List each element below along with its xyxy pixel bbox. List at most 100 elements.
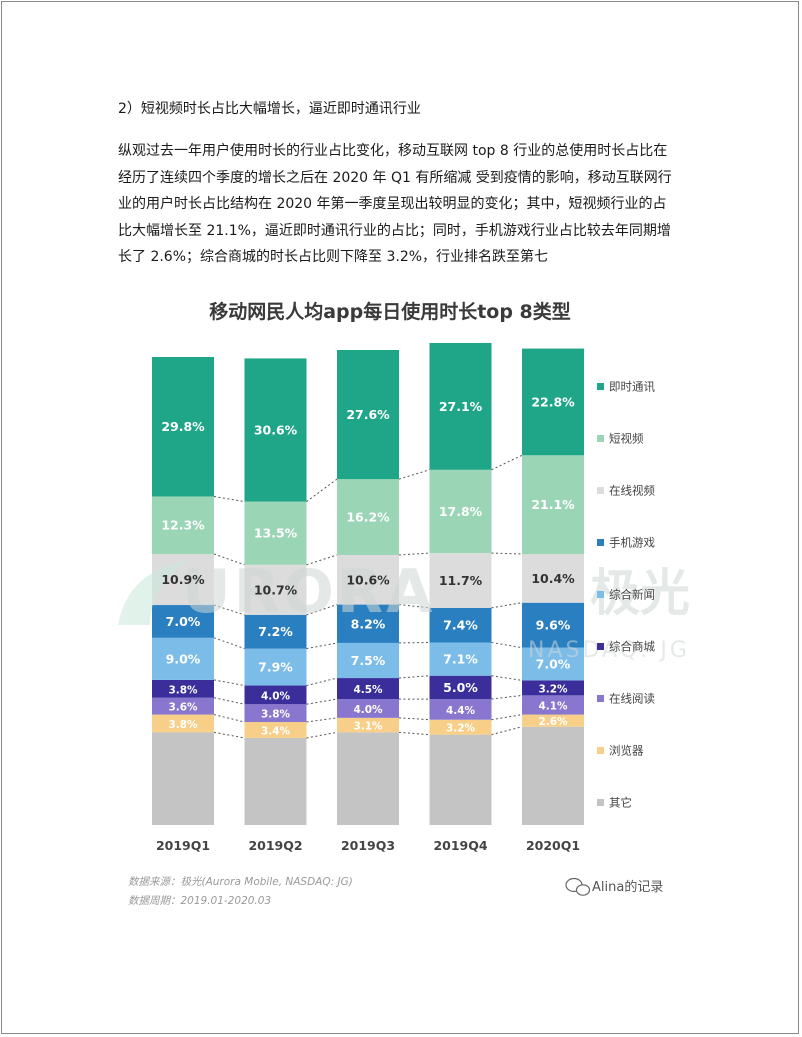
data-label: 9.0% [166, 651, 201, 666]
bar-segment [337, 699, 399, 718]
connector-lines [213, 454, 523, 739]
data-label: 3.4% [261, 725, 291, 737]
bar-segment [152, 732, 214, 825]
x-tick-label: 2019Q1 [156, 838, 210, 853]
connector-line [491, 726, 523, 736]
data-label: 27.1% [439, 399, 483, 414]
bar-segment [337, 554, 399, 605]
data-label: 7.0% [166, 614, 201, 629]
connector-line [398, 731, 430, 736]
connector-line [306, 642, 338, 650]
bar-segment [429, 675, 492, 700]
bar-segment [244, 648, 307, 686]
bar-segment [429, 342, 492, 470]
data-label: 16.2% [346, 510, 390, 525]
paragraph-line: 业的用户时长占比结构在 2020 年第一季度呈现出较明显的变化；其中，短视频行业… [118, 196, 667, 213]
bar-segment [152, 714, 214, 733]
bar-segment [152, 605, 214, 638]
legend-swatch [597, 643, 604, 650]
body-paragraph: 纵观过去一年用户使用时长的行业占比变化，移动互联网 top 8 行业的总使用时长… [118, 138, 690, 271]
bar-segment [429, 469, 492, 554]
data-label: 3.2% [446, 723, 476, 735]
data-label: 5.0% [443, 680, 478, 695]
legend-swatch [597, 591, 604, 598]
bar-segment [337, 717, 399, 733]
wechat-icon [565, 877, 591, 896]
legend-swatch [597, 487, 604, 494]
bar-segment [337, 604, 399, 643]
bar-segment [429, 734, 492, 825]
data-label: 2.6% [538, 716, 568, 728]
paragraph-line: 纵观过去一年用户使用时长的行业占比变化，移动互联网 top 8 行业的总使用时长… [118, 143, 668, 159]
data-label: 4.5% [353, 684, 383, 696]
paragraph-line: 经历了连续四个季度的增长之后在 2020 年 Q1 有所缩减 受到疫情的影响，移… [118, 169, 672, 186]
data-label-group: 3.8% 3.6% 3.8% 9.0% 7.0% 10.9% 12.3% 29.8% 3.4% 3… [161, 394, 575, 737]
x-tick-label: 2020Q1 [526, 838, 580, 853]
connector-line [306, 677, 338, 687]
bar-segment [244, 501, 307, 565]
data-label: 4.4% [446, 705, 476, 717]
connector-line [306, 717, 338, 723]
legend-swatch [597, 695, 604, 702]
period-note: 数据周期：2019.01-2020.03 [128, 895, 271, 907]
data-label: 4.0% [353, 704, 383, 716]
legend-label: 短视频 [609, 432, 644, 446]
legend-label: 浏览器 [609, 744, 644, 758]
data-label: 7.1% [443, 652, 478, 667]
data-label: 3.8% [168, 684, 198, 696]
connector-line [213, 714, 245, 723]
data-label: 8.2% [351, 616, 386, 631]
wechat-account: Alina的记录 [592, 879, 663, 895]
connector-line [491, 714, 523, 721]
data-label: 12.3% [161, 518, 205, 533]
connector-line [213, 697, 245, 705]
legend-label: 在线阅读 [609, 692, 655, 706]
bar-segment [429, 699, 492, 720]
x-axis: 2019Q1 2019Q2 2019Q3 2019Q4 2020Q1 [156, 838, 580, 853]
bar-segment [522, 602, 584, 648]
connector-line [213, 495, 245, 503]
bar-segment [244, 737, 307, 825]
legend-label: 综合新闻 [609, 588, 655, 602]
data-label: 10.4% [531, 571, 575, 586]
bar-segment [429, 719, 492, 735]
legend-label: 其它 [609, 796, 632, 810]
legend-swatch [597, 539, 604, 546]
legend-swatch [597, 435, 604, 442]
data-label: 10.7% [254, 582, 298, 597]
paragraph-line: 长了 2.6%；综合商城的时长占比则下降至 3.2%，行业排名跌至第七 [118, 249, 549, 266]
bar-segment [337, 678, 399, 700]
data-label: 3.2% [538, 683, 568, 695]
data-label: 3.8% [168, 719, 198, 731]
bar-segment [429, 607, 492, 643]
bar-segment [522, 455, 584, 555]
data-label: 11.7% [439, 573, 483, 588]
data-label: 13.5% [254, 526, 298, 541]
bar-segment [522, 726, 584, 825]
connector-line [491, 641, 523, 649]
bar-segment [429, 642, 492, 676]
connector-line [306, 554, 338, 566]
legend-label: 即时通讯 [609, 380, 655, 394]
legend-swatch [597, 747, 604, 754]
connector-line [491, 675, 523, 681]
connector-line [398, 552, 430, 556]
data-label: 7.4% [443, 618, 478, 633]
bar-segment [522, 680, 584, 696]
paragraph-line: 比大幅增长至 21.1%，逼近即时通讯行业的占比；同时，手机游戏行业占比较去年同… [118, 222, 671, 239]
bar-segment [522, 714, 584, 727]
legend-label: 综合商城 [609, 640, 655, 654]
bar-segment [244, 704, 307, 723]
bar-segment [337, 349, 399, 480]
bar-segment [522, 647, 584, 681]
connector-line [213, 731, 245, 739]
x-tick-label: 2019Q2 [248, 838, 302, 853]
data-label: 29.8% [161, 419, 205, 434]
data-label: 7.0% [536, 657, 571, 672]
bar-segment [152, 679, 214, 698]
legend-swatch [597, 799, 604, 806]
source-note: 数据来源：极光(Aurora Mobile, NASDAQ: JG) [128, 876, 353, 888]
